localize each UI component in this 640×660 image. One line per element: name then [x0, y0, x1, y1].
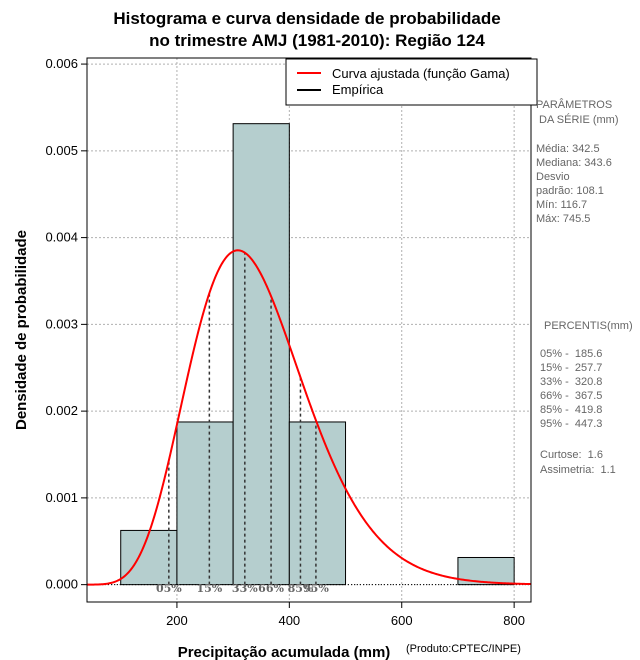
percentile-label: 95% [303, 582, 329, 595]
gamma-curve-path [87, 249, 532, 586]
y-tick-label: 0.001 [45, 490, 78, 505]
y-tick-label: 0.005 [45, 143, 78, 158]
percentil-line: 33% - 320.8 [540, 376, 602, 388]
percentile-labels: 05% 15% 33% 66% 85%95% [156, 582, 329, 595]
percentil-line: 66% - 367.5 [540, 390, 602, 402]
percentiles-panel: PERCENTIS(mm) 05% - 185.6 15% - 257.7 33… [540, 320, 633, 476]
percentile-label: 66% [258, 582, 284, 595]
param-line: padrão: 108.1 [536, 185, 604, 197]
legend-label-empirical: Empírica [332, 82, 384, 97]
histogram-bar [288, 421, 347, 586]
plot-frame [86, 57, 532, 603]
param-line: Média: 342.5 [536, 143, 600, 155]
legend-box [285, 58, 538, 106]
histogram-bar [176, 421, 234, 586]
gamma-curve [87, 249, 532, 586]
param-line: PARÂMETROS [536, 98, 612, 111]
x-axis-label: Precipitação acumulada (mm) [178, 644, 391, 660]
param-line: Mediana: 343.6 [536, 157, 612, 169]
percentile-label: 33% [232, 582, 258, 595]
stat-line: Curtose: 1.6 [540, 449, 603, 461]
parameters-panel: PARÂMETROS DA SÉRIE (mm) Média: 342.5 Me… [536, 98, 619, 225]
histogram-bar [232, 123, 290, 586]
product-credit: (Produto:CPTEC/INPE) [406, 643, 521, 655]
percentile-label: 85% [288, 582, 314, 595]
y-axis-label: Densidade de probabilidade [13, 230, 30, 430]
percentil-line: 15% - 257.7 [540, 362, 602, 374]
histogram-bars [87, 123, 531, 586]
x-axis-ticks: 200 400 600 800 [166, 602, 525, 628]
stat-line: Assimetria: 1.1 [540, 464, 616, 476]
percentil-line: 05% - 185.6 [540, 348, 602, 360]
percentile-lines [168, 252, 317, 585]
percentil-line: 95% - 447.3 [540, 418, 602, 430]
param-line: Máx: 745.5 [536, 213, 590, 225]
param-line: Desvio [536, 171, 570, 183]
percentis-header: PERCENTIS(mm) [544, 320, 633, 332]
legend-label-fit: Curva ajustada (função Gama) [332, 66, 510, 81]
histogram-bar [457, 556, 515, 586]
chart-subtitle: no trimestre AMJ (1981-2010): Região 124 [149, 31, 485, 50]
x-tick-label: 600 [391, 613, 413, 628]
y-tick-label: 0.004 [45, 230, 78, 245]
y-tick-label: 0.003 [45, 316, 78, 331]
y-tick-label: 0.006 [45, 56, 78, 71]
param-line: Mín: 116.7 [536, 199, 587, 211]
x-tick-label: 800 [503, 613, 525, 628]
percentil-line: 85% - 419.8 [540, 404, 602, 416]
legend: Curva ajustada (função Gama) Empírica [285, 58, 538, 106]
percentile-label: 15% [196, 582, 222, 595]
x-tick-label: 400 [278, 613, 300, 628]
param-line: DA SÉRIE (mm) [536, 113, 619, 126]
y-tick-label: 0.002 [45, 403, 78, 418]
percentile-label: 05% [156, 582, 182, 595]
x-tick-label: 200 [166, 613, 188, 628]
y-axis-ticks: 0.000 0.001 0.002 0.003 0.004 0.005 0.006 [45, 56, 87, 592]
chart-title: Histograma e curva densidade de probabil… [113, 9, 500, 28]
y-tick-label: 0.000 [45, 577, 78, 592]
